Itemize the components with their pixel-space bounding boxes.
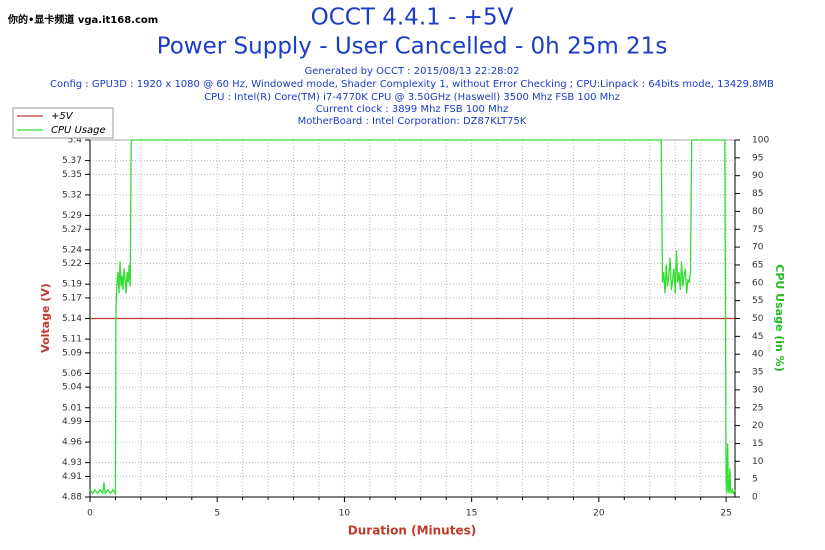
y-tick-label: 5.29 — [62, 211, 82, 221]
y-tick-label: 5.04 — [62, 383, 82, 393]
y-tick-label: 4.93 — [62, 458, 82, 468]
info-line: MotherBoard : Intel Corporation: DZ87KLT… — [298, 116, 527, 127]
y2-tick-label: 20 — [752, 421, 764, 431]
x-tick-label: 5 — [214, 509, 220, 519]
legend-label: +5V — [51, 111, 74, 122]
y-tick-label: 5.14 — [62, 314, 82, 324]
y-tick-label: 5.19 — [62, 280, 82, 290]
y-tick-label: 5.22 — [62, 259, 82, 269]
y-tick-label: 5.06 — [62, 369, 82, 379]
y-tick-label: 5.37 — [62, 156, 82, 166]
y2-tick-label: 100 — [752, 136, 769, 146]
y2-tick-label: 70 — [752, 243, 764, 253]
series-line — [89, 139, 736, 496]
y-tick-label: 5.32 — [62, 190, 82, 200]
y2-tick-label: 55 — [752, 296, 763, 306]
y2-tick-label: 60 — [752, 278, 764, 288]
y2-tick-label: 80 — [752, 207, 764, 217]
y-tick-label: 5.09 — [62, 348, 82, 358]
info-line: CPU : Intel(R) Core(TM) i7-4770K CPU @ 3… — [204, 92, 620, 103]
watermark: 你的•显卡频道 vga.it168.com — [7, 13, 158, 26]
y-tick-label: 5.01 — [62, 403, 82, 413]
y-tick-label: 5.11 — [62, 335, 82, 345]
x-axis-label: Duration (Minutes) — [348, 524, 476, 538]
legend-label: CPU Usage — [51, 125, 106, 136]
y2-tick-label: 15 — [752, 439, 763, 449]
y2-tick-label: 75 — [752, 225, 763, 235]
y2-tick-label: 95 — [752, 153, 763, 163]
y2-tick-label: 5 — [752, 475, 758, 485]
y2-tick-label: 0 — [752, 493, 758, 503]
y-tick-label: 5.4 — [68, 136, 83, 146]
y2-tick-label: 30 — [752, 385, 764, 395]
y-tick-label: 5.17 — [62, 293, 82, 303]
y-tick-label: 4.88 — [62, 493, 82, 503]
info-line: Config : GPU3D : 1920 x 1080 @ 60 Hz, Wi… — [50, 79, 774, 90]
y2-tick-label: 85 — [752, 189, 763, 199]
y-tick-label: 5.24 — [62, 245, 82, 255]
y2-tick-label: 50 — [752, 314, 764, 324]
y2-tick-label: 90 — [752, 171, 764, 181]
y-tick-label: 4.96 — [62, 438, 82, 448]
x-tick-label: 0 — [87, 509, 93, 519]
y-axis-label: Voltage (V) — [39, 283, 52, 353]
chart-subtitle: Power Supply - User Cancelled - 0h 25m 2… — [157, 34, 668, 60]
x-tick-label: 25 — [720, 509, 731, 519]
y-tick-label: 5.35 — [62, 170, 82, 180]
y2-tick-label: 65 — [752, 260, 763, 270]
y-tick-label: 5.27 — [62, 225, 82, 235]
y2-axis-label: CPU Usage (in %) — [773, 264, 786, 371]
x-tick-label: 10 — [339, 509, 351, 519]
info-line: Generated by OCCT : 2015/08/13 22:28:02 — [304, 66, 519, 77]
x-tick-label: 15 — [466, 509, 477, 519]
y-tick-label: 4.99 — [62, 417, 82, 427]
y2-tick-label: 10 — [752, 457, 764, 467]
y2-tick-label: 45 — [752, 332, 763, 342]
y2-tick-label: 40 — [752, 350, 764, 360]
x-tick-label: 20 — [593, 509, 605, 519]
chart-title: OCCT 4.4.1 - +5V — [311, 5, 514, 31]
y2-tick-label: 25 — [752, 403, 763, 413]
info-line: Current clock : 3899 Mhz FSB 100 Mhz — [316, 104, 509, 115]
y-tick-label: 4.91 — [62, 472, 82, 482]
legend-box — [12, 107, 114, 139]
y2-tick-label: 35 — [752, 368, 763, 378]
